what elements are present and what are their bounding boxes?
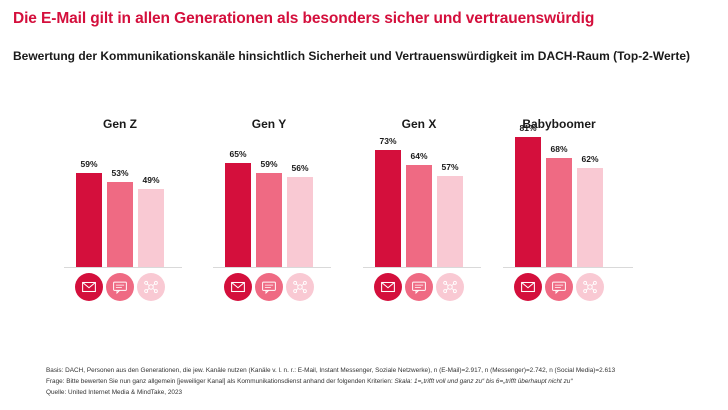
group-title-gen-y: Gen Y <box>251 117 287 131</box>
data-label: 57% <box>441 161 459 172</box>
data-label: 73% <box>379 136 397 147</box>
group-title-gen-x: Gen X <box>401 117 437 131</box>
network-icon <box>576 273 604 301</box>
data-label: 81% <box>519 123 537 134</box>
network-icon <box>436 273 464 301</box>
bar-social <box>577 167 603 267</box>
group-baseline <box>64 267 182 268</box>
group-title-gen-z: Gen Z <box>102 117 137 131</box>
bar-messenger <box>546 158 572 267</box>
footer-frage-text: Frage: Bitte bewerten Sie nun ganz allge… <box>46 378 395 385</box>
group-title-babyboomer: Babyboomer <box>522 117 596 131</box>
network-icon <box>137 273 165 301</box>
bar-email <box>375 150 401 267</box>
chart-subtitle: Bewertung der Kommunikationskanäle hinsi… <box>13 49 690 63</box>
page-title: Die E-Mail gilt in allen Generationen al… <box>13 10 595 27</box>
data-label: 59% <box>260 158 278 169</box>
envelope-icon <box>224 273 252 301</box>
chat-bubble-icon <box>405 273 433 301</box>
bar-messenger <box>256 172 282 267</box>
data-label: 64% <box>410 150 428 161</box>
chat-bubble-icon <box>106 273 134 301</box>
data-label: 59% <box>80 158 98 169</box>
chat-bubble-icon <box>255 273 283 301</box>
data-label: 65% <box>229 149 247 159</box>
footer-quelle: Quelle: United Internet Media & MindTake… <box>46 389 183 396</box>
bar-social <box>287 177 313 267</box>
bar-messenger <box>107 182 133 267</box>
group-baseline <box>213 267 331 268</box>
chat-bubble-icon <box>545 273 573 301</box>
bar-email <box>515 137 541 267</box>
footer-basis: Basis: DACH, Personen aus den Generation… <box>46 367 616 374</box>
footer-frage-scale: Skala: 1=„trifft voll und ganz zu“ bis 6… <box>394 378 573 385</box>
bar-social <box>138 188 164 267</box>
envelope-icon <box>75 273 103 301</box>
bar-messenger <box>406 164 432 267</box>
envelope-icon <box>374 273 402 301</box>
data-label: 49% <box>142 174 160 185</box>
network-icon <box>286 273 314 301</box>
group-baseline <box>503 267 633 268</box>
footer-frage: Frage: Bitte bewerten Sie nun ganz allge… <box>46 378 572 385</box>
envelope-icon <box>514 273 542 301</box>
data-label: 68% <box>550 144 568 155</box>
bar-email <box>225 163 251 267</box>
group-baseline <box>363 267 481 268</box>
data-label: 62% <box>581 153 599 164</box>
bar-social <box>437 175 463 267</box>
data-label: 56% <box>291 163 309 174</box>
data-label: 53% <box>111 168 129 179</box>
bar-email <box>76 172 102 267</box>
